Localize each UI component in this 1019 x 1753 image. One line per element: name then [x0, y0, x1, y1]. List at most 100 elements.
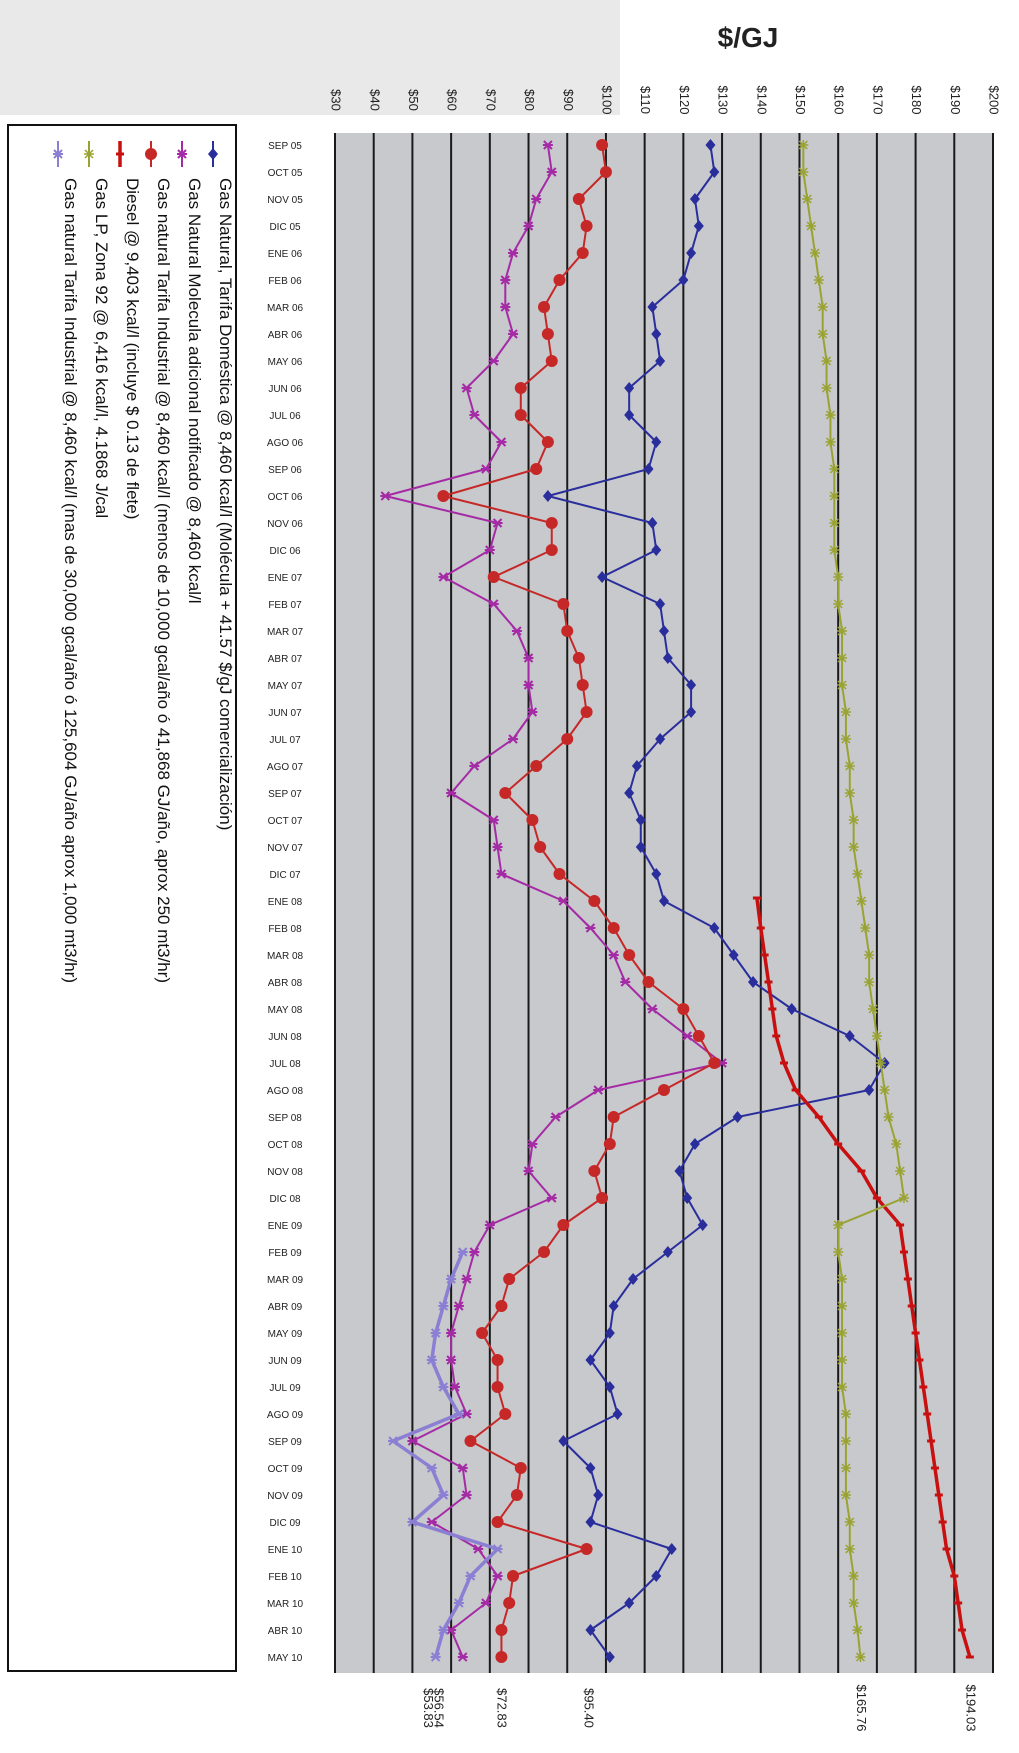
data-point: [457, 1247, 468, 1257]
value-tick-label: $30: [329, 89, 344, 111]
data-point: [580, 706, 593, 718]
data-point: [588, 895, 601, 907]
month-tick-label: OCT 06: [268, 492, 303, 503]
data-point: [655, 733, 666, 745]
data-point: [510, 1489, 523, 1501]
value-tick-label: $140: [754, 86, 769, 115]
end-value-label: $165.76: [854, 1685, 869, 1732]
data-point: [465, 1571, 476, 1581]
data-point: [585, 1624, 596, 1636]
data-point: [488, 815, 499, 825]
data-point: [437, 490, 450, 502]
data-point: [848, 815, 859, 825]
series-group: [388, 1247, 503, 1662]
month-tick-label: AGO 06: [267, 438, 304, 449]
data-point: [802, 194, 813, 204]
data-point: [837, 1355, 848, 1365]
data-point: [426, 1463, 437, 1473]
value-tick-label: $90: [561, 89, 576, 111]
data-point: [531, 194, 542, 204]
data-point: [825, 410, 836, 420]
data-point: [825, 437, 836, 447]
data-point: [624, 382, 635, 394]
legend-label: Gas LP, Zona 92 @ 6,416 kcal/l, 4.1868 J…: [92, 178, 111, 518]
month-tick-label: FEB 07: [268, 600, 302, 611]
data-point: [523, 221, 534, 231]
legend-entry: Gas natural Tarifa Industrial @ 8,460 kc…: [53, 141, 80, 983]
month-tick-label: SEP 06: [268, 465, 302, 476]
data-point: [844, 1030, 855, 1042]
data-point: [469, 761, 480, 771]
month-tick-label: OCT 05: [268, 168, 303, 179]
data-point: [635, 841, 646, 853]
data-point: [527, 707, 538, 717]
data-point: [430, 1328, 441, 1338]
data-point: [500, 302, 511, 312]
month-tick-label: AGO 07: [267, 762, 304, 773]
data-point: [651, 1570, 662, 1582]
data-point: [848, 1598, 859, 1608]
month-tick-label: MAY 07: [268, 681, 303, 692]
data-point: [607, 922, 620, 934]
data-point: [798, 167, 809, 177]
data-point: [461, 383, 472, 393]
data-point: [840, 1436, 851, 1446]
data-point: [208, 148, 218, 160]
data-point: [705, 139, 716, 151]
data-point: [844, 761, 855, 771]
data-point: [647, 301, 658, 313]
data-point: [426, 1355, 437, 1365]
data-point: [449, 1382, 460, 1392]
data-point: [643, 463, 654, 475]
data-point: [655, 598, 666, 610]
data-point: [526, 814, 539, 826]
value-tick-label: $100: [600, 86, 615, 115]
legend-entry: Gas Natural Molecula adicional notificad…: [177, 141, 204, 603]
data-point: [438, 572, 449, 582]
data-point: [837, 1274, 848, 1284]
data-point: [647, 1004, 658, 1014]
data-point: [682, 1192, 693, 1204]
data-point: [809, 248, 820, 258]
data-point: [891, 1139, 902, 1149]
data-point: [499, 1408, 512, 1420]
data-point: [503, 1597, 516, 1609]
month-tick-label: NOV 07: [267, 843, 303, 854]
data-point: [693, 220, 704, 232]
data-point: [557, 1219, 570, 1231]
data-point: [380, 491, 391, 501]
data-point: [692, 1030, 705, 1042]
month-tick-label: MAY 09: [268, 1329, 303, 1340]
end-value-labels: $53.83$56.54 $72.83 $95.40 $165.76 $194.03: [421, 1685, 979, 1732]
data-point: [476, 1327, 489, 1339]
data-point: [597, 571, 608, 583]
series-group: [437, 139, 721, 1663]
data-point: [542, 490, 553, 502]
month-tick-label: ENE 10: [268, 1545, 303, 1556]
month-tick-label: SEP 09: [268, 1437, 302, 1448]
data-point: [500, 275, 511, 285]
data-point: [623, 949, 636, 961]
data-point: [488, 599, 499, 609]
data-point: [686, 679, 697, 691]
data-point: [588, 1165, 601, 1177]
data-point: [492, 518, 503, 528]
data-point: [898, 1193, 909, 1203]
data-point: [728, 949, 739, 961]
data-point: [624, 1597, 635, 1609]
data-point: [840, 1490, 851, 1500]
data-point: [446, 1274, 457, 1284]
end-value-label: $53.83: [421, 1688, 436, 1728]
month-tick-label: FEB 08: [268, 924, 302, 935]
data-point: [608, 950, 619, 960]
value-tick-label: $200: [987, 86, 1002, 115]
data-point: [464, 1435, 477, 1447]
data-point: [527, 1139, 538, 1149]
series-lines: [380, 139, 974, 1663]
data-point: [821, 356, 832, 366]
month-tick-label: MAR 10: [267, 1599, 304, 1610]
grid-lines: [334, 133, 994, 1673]
value-tick-label: $130: [716, 86, 731, 115]
data-point: [457, 1652, 468, 1662]
data-point: [388, 1436, 399, 1446]
